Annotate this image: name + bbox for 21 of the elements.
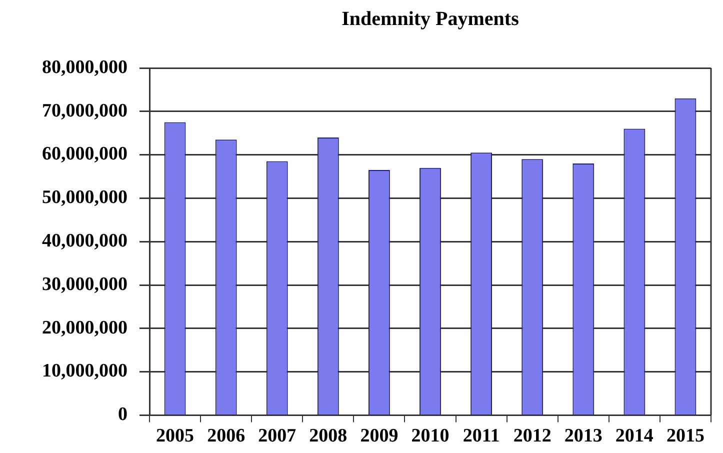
- x-tick-label: 2011: [462, 426, 500, 447]
- y-tick-label: 0: [118, 404, 128, 426]
- x-tick-label: 2007: [258, 426, 297, 447]
- y-tick-label: 50,000,000: [42, 187, 128, 208]
- x-tick-label: 2006: [207, 426, 246, 447]
- x-tick-label: 2015: [666, 426, 704, 447]
- x-tick-label: 2005: [156, 426, 194, 447]
- y-tick-label: 10,000,000: [42, 360, 128, 382]
- y-tick-label: 70,000,000: [42, 100, 128, 122]
- chart-title: Indemnity Payments: [342, 8, 520, 30]
- y-tick-label: 30,000,000: [42, 274, 128, 295]
- y-tick-label: 40,000,000: [42, 230, 128, 252]
- x-tick-label: 2009: [360, 426, 398, 447]
- x-tick-label: 2010: [411, 426, 450, 447]
- y-tick-label: 20,000,000: [42, 317, 128, 338]
- x-tick-label: 2013: [564, 426, 602, 447]
- x-tick-label: 2008: [309, 426, 348, 447]
- y-tick-label: 80,000,000: [42, 56, 128, 78]
- y-tick-label: 60,000,000: [42, 144, 128, 165]
- x-tick-label: 2012: [513, 426, 552, 447]
- x-tick-label: 2014: [615, 426, 654, 447]
